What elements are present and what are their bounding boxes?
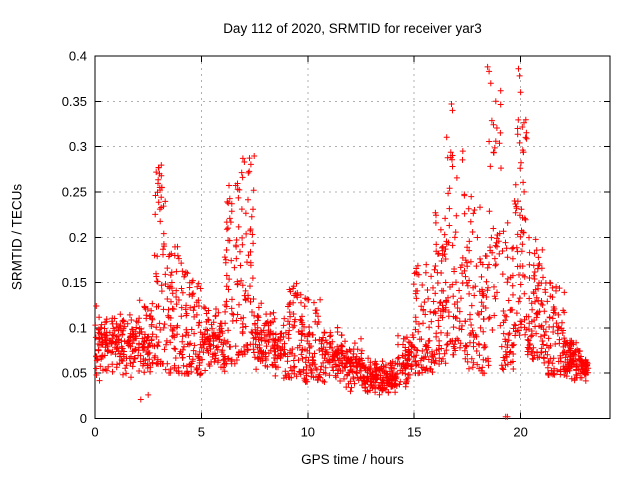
axis-ticks — [94, 55, 610, 419]
y-tick-label: 0.35 — [62, 94, 87, 109]
x-axis-label: GPS time / hours — [301, 452, 404, 467]
y-tick-label: 0.05 — [62, 366, 87, 381]
y-tick-label: 0.1 — [69, 320, 87, 335]
x-tick-label: 15 — [407, 425, 421, 440]
x-tick-label: 5 — [198, 425, 205, 440]
y-tick-label: 0.25 — [62, 184, 87, 199]
chart-title: Day 112 of 2020, SRMTID for receiver yar… — [223, 21, 482, 36]
x-tick-label: 20 — [513, 425, 527, 440]
y-tick-label: 0.15 — [62, 275, 87, 290]
scatter-points — [92, 63, 592, 420]
x-tick-label: 10 — [301, 425, 315, 440]
y-tick-label: 0.2 — [69, 230, 87, 245]
y-tick-label: 0 — [80, 411, 87, 426]
y-tick-label: 0.4 — [69, 49, 87, 64]
y-tick-label: 0.3 — [69, 139, 87, 154]
x-tick-label: 0 — [91, 425, 98, 440]
